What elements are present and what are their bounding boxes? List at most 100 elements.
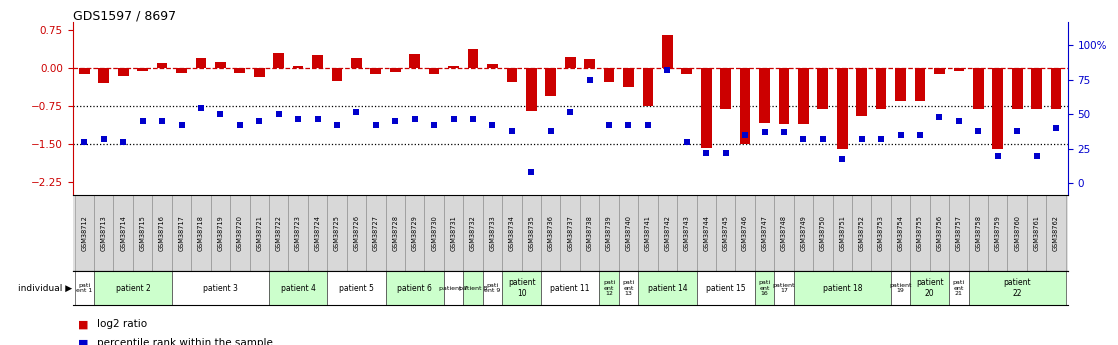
Point	[328, 123, 345, 128]
Point	[542, 128, 560, 134]
Text: GSM38719: GSM38719	[217, 215, 224, 251]
Bar	[448, 66, 458, 68]
Text: GSM38754: GSM38754	[898, 215, 903, 251]
Text: GSM38735: GSM38735	[529, 215, 534, 251]
Bar	[172, 271, 269, 305]
Point	[445, 116, 463, 121]
Point	[153, 119, 171, 124]
Bar	[249, 195, 269, 271]
Bar	[177, 68, 187, 73]
Point	[230, 123, 248, 128]
Bar	[560, 195, 580, 271]
Bar	[896, 68, 906, 101]
Bar	[351, 58, 362, 68]
Bar	[444, 271, 463, 305]
Bar	[813, 195, 833, 271]
Text: GSM38743: GSM38743	[684, 215, 690, 251]
Point	[698, 150, 716, 156]
Bar	[230, 195, 249, 271]
Bar	[79, 68, 89, 74]
Text: GSM38728: GSM38728	[392, 215, 398, 251]
Text: GSM38761: GSM38761	[1034, 215, 1040, 251]
Bar	[949, 195, 968, 271]
Bar	[288, 195, 307, 271]
Bar	[599, 271, 618, 305]
Text: GSM38746: GSM38746	[742, 215, 748, 251]
Bar	[778, 68, 789, 124]
Bar	[117, 68, 129, 76]
Bar	[759, 68, 770, 123]
Bar	[1012, 68, 1023, 109]
Text: patient 11: patient 11	[550, 284, 590, 293]
Text: patient 4: patient 4	[281, 284, 315, 293]
Bar	[837, 68, 847, 149]
Bar	[891, 271, 910, 305]
Bar	[701, 68, 711, 148]
Bar	[502, 271, 541, 305]
Bar	[370, 68, 381, 74]
Bar	[716, 195, 736, 271]
Bar	[425, 195, 444, 271]
Point	[114, 139, 132, 145]
Point	[250, 119, 268, 124]
Point	[192, 105, 210, 110]
Text: patient 8: patient 8	[458, 286, 487, 290]
Bar	[833, 195, 852, 271]
Point	[988, 153, 1006, 159]
Point	[406, 116, 424, 121]
Text: GSM38742: GSM38742	[664, 215, 671, 251]
Bar	[483, 195, 502, 271]
Bar	[798, 68, 808, 124]
Bar	[1046, 195, 1065, 271]
Text: ■: ■	[78, 319, 88, 329]
Bar	[1031, 68, 1042, 109]
Text: ■: ■	[78, 338, 88, 345]
Text: GSM38729: GSM38729	[411, 215, 418, 251]
Point	[756, 130, 774, 135]
Bar	[541, 195, 560, 271]
Bar	[307, 195, 328, 271]
Text: GSM38758: GSM38758	[975, 215, 982, 251]
Bar	[852, 195, 871, 271]
Text: log2 ratio: log2 ratio	[97, 319, 148, 329]
Bar	[541, 271, 599, 305]
Point	[1008, 128, 1026, 134]
Bar	[856, 68, 868, 116]
Text: GSM38741: GSM38741	[645, 215, 651, 251]
Point	[367, 123, 385, 128]
Bar	[623, 68, 634, 87]
Text: GSM38748: GSM38748	[781, 215, 787, 251]
Text: GSM38750: GSM38750	[819, 215, 826, 251]
Point	[348, 109, 366, 115]
Text: pati
ent
21: pati ent 21	[953, 280, 965, 296]
Bar	[585, 59, 595, 68]
Text: GSM38721: GSM38721	[256, 215, 263, 251]
Bar	[522, 195, 541, 271]
Bar	[463, 195, 483, 271]
Bar	[138, 68, 148, 71]
Bar	[366, 195, 386, 271]
Bar	[930, 195, 949, 271]
Bar	[678, 195, 697, 271]
Bar	[565, 57, 576, 68]
Text: patient
17: patient 17	[773, 283, 795, 294]
Text: GSM38714: GSM38714	[121, 215, 126, 251]
Bar	[755, 195, 775, 271]
Bar	[94, 195, 114, 271]
Bar	[720, 68, 731, 109]
Bar	[775, 271, 794, 305]
Point	[659, 68, 676, 73]
Text: GSM38727: GSM38727	[372, 215, 379, 251]
Text: GSM38722: GSM38722	[276, 215, 282, 251]
Bar	[75, 271, 94, 305]
Bar	[172, 195, 191, 271]
Bar	[429, 68, 439, 74]
Bar	[638, 271, 697, 305]
Bar	[682, 68, 692, 74]
Text: GSM38712: GSM38712	[82, 215, 87, 251]
Text: patient
19: patient 19	[889, 283, 912, 294]
Text: patient 3: patient 3	[203, 284, 238, 293]
Point	[580, 77, 598, 83]
Bar	[328, 271, 386, 305]
Text: patient 6: patient 6	[397, 284, 433, 293]
